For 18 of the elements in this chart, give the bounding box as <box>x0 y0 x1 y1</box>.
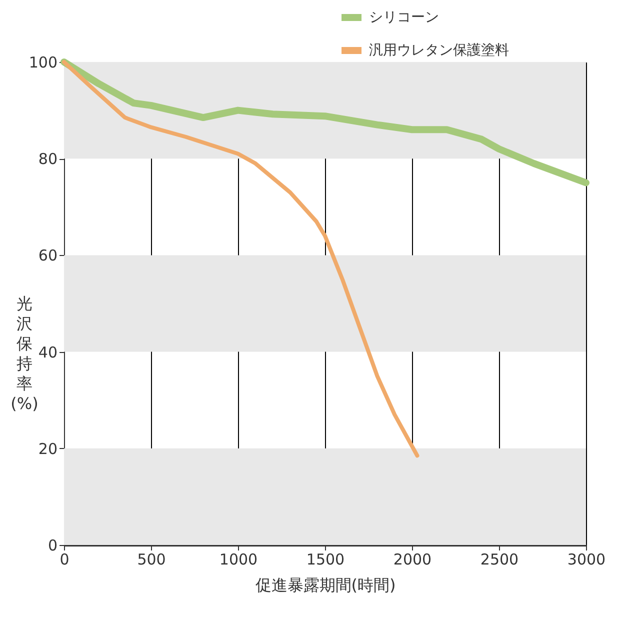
x-tick-label: 2000 <box>393 550 432 568</box>
y-tick-label: 20 <box>38 440 58 458</box>
x-tick-label: 2500 <box>480 550 519 568</box>
x-tick-label: 1500 <box>306 550 345 568</box>
x-tick-label: 3000 <box>567 550 606 568</box>
y-tick-label: 0 <box>48 536 58 554</box>
x-tick-label: 500 <box>137 550 166 568</box>
y-axis-title: 光沢保持率(%) <box>10 294 38 413</box>
y-tick-label: 40 <box>38 343 58 362</box>
x-tick-label: 0 <box>60 550 70 568</box>
y-tick-label: 100 <box>28 54 58 72</box>
legend-label: 汎用ウレタン保護塗料 <box>369 42 509 58</box>
x-axis-title: 促進暴露期間(時間) <box>255 576 396 594</box>
x-tick-label: 1000 <box>219 550 258 568</box>
y-tick-label: 60 <box>38 246 58 265</box>
y-tick-label: 80 <box>38 150 58 168</box>
line-series <box>62 60 420 458</box>
legend-label: シリコーン <box>369 10 439 26</box>
